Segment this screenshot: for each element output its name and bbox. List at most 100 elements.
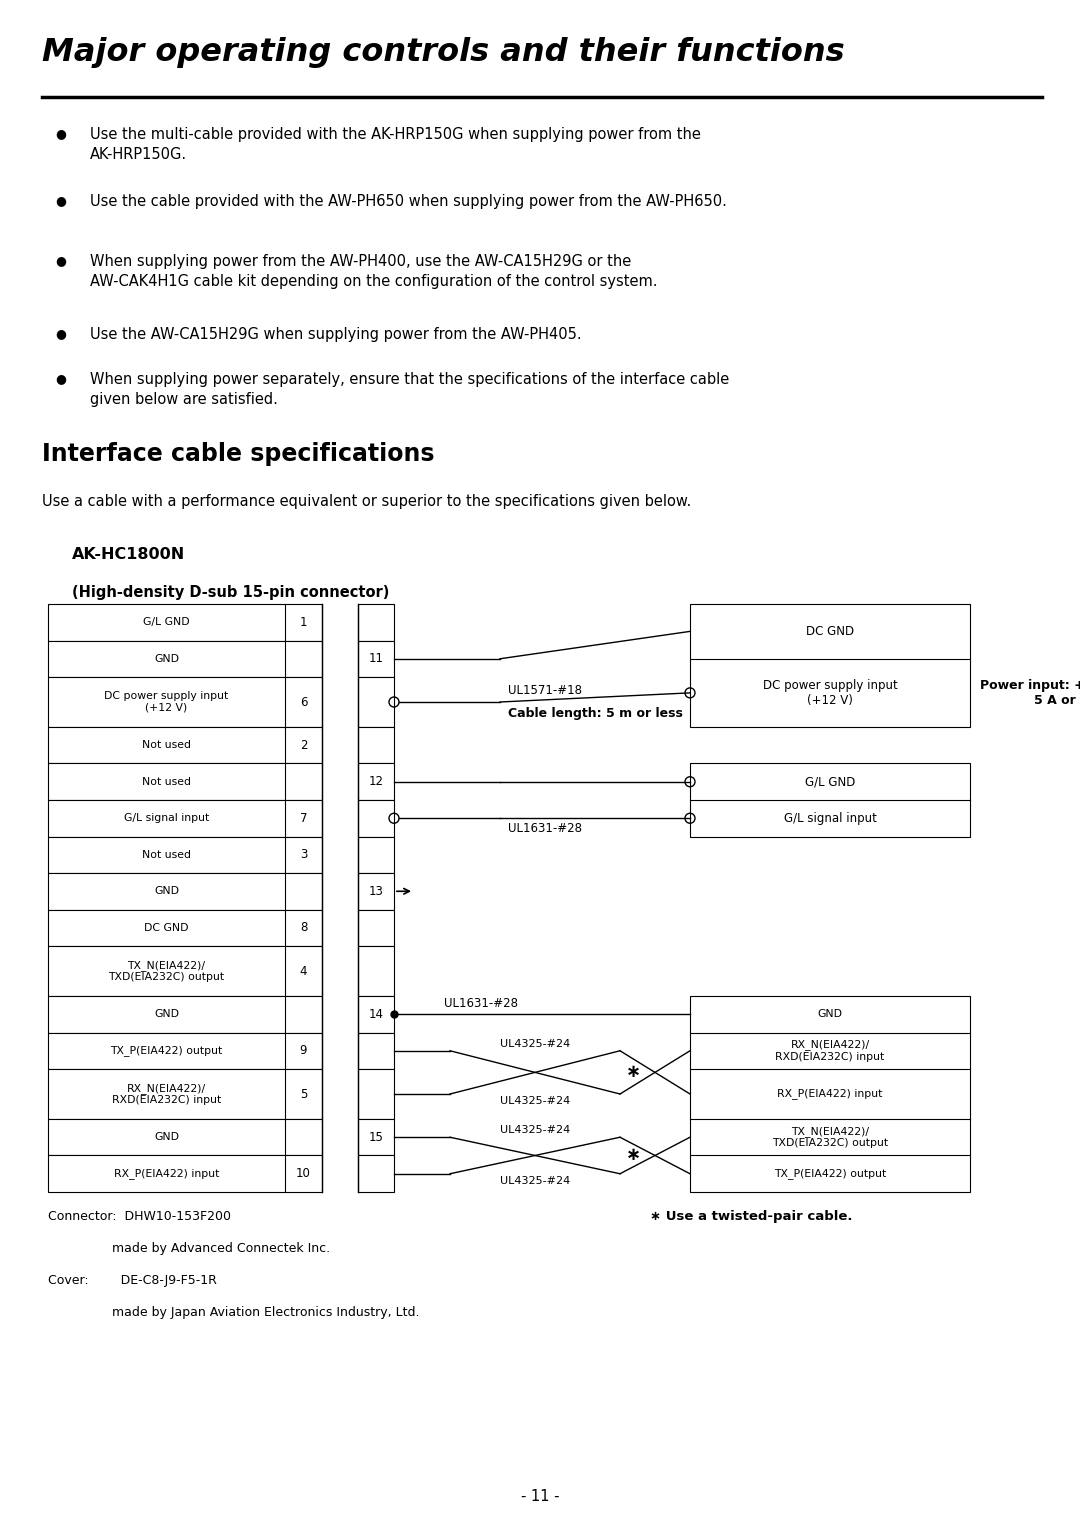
Text: G/L GND: G/L GND — [805, 775, 855, 789]
Text: UL4325-#24: UL4325-#24 — [500, 1039, 570, 1049]
Text: 12: 12 — [368, 775, 383, 789]
Bar — [690, 763, 970, 836]
Text: 14: 14 — [368, 1008, 383, 1020]
Bar — [357, 604, 394, 640]
Text: - 11 -: - 11 - — [521, 1489, 559, 1504]
Text: Interface cable specifications: Interface cable specifications — [42, 443, 434, 466]
Text: When supplying power separately, ensure that the specifications of the interface: When supplying power separately, ensure … — [90, 372, 729, 408]
Text: ●: ● — [55, 195, 66, 207]
Text: UL1631-#28: UL1631-#28 — [508, 823, 582, 835]
Bar — [690, 604, 970, 728]
Text: made by Advanced Connectek Inc.: made by Advanced Connectek Inc. — [48, 1242, 330, 1255]
Text: ●: ● — [55, 326, 66, 340]
Text: Use the multi-cable provided with the AK-HRP150G when supplying power from the
A: Use the multi-cable provided with the AK… — [90, 127, 701, 162]
Text: TX_P(EIA422) output: TX_P(EIA422) output — [110, 1045, 222, 1056]
Text: (High-density D-sub 15-pin connector): (High-density D-sub 15-pin connector) — [72, 585, 390, 601]
Text: 6: 6 — [300, 696, 307, 708]
Text: 4: 4 — [300, 965, 307, 977]
Text: Use a cable with a performance equivalent or superior to the specifications give: Use a cable with a performance equivalen… — [42, 493, 691, 509]
Text: 11: 11 — [368, 653, 383, 665]
Bar — [357, 728, 394, 763]
Text: UL1631-#28: UL1631-#28 — [444, 997, 518, 1010]
Bar — [357, 763, 394, 800]
Text: ●: ● — [55, 127, 66, 139]
Text: made by Japan Aviation Electronics Industry, Ltd.: made by Japan Aviation Electronics Indus… — [48, 1305, 419, 1319]
Text: GND: GND — [154, 654, 179, 663]
Text: 9: 9 — [300, 1045, 307, 1057]
Text: Cover:        DE-C8-J9-F5-1R: Cover: DE-C8-J9-F5-1R — [48, 1275, 217, 1287]
Text: DC GND: DC GND — [806, 625, 854, 637]
Bar — [357, 996, 394, 1033]
Bar — [48, 910, 322, 947]
Text: Not used: Not used — [141, 777, 191, 787]
Bar — [357, 1069, 394, 1118]
Bar — [48, 996, 322, 1033]
Text: TX_N(EIA422)/
TXD(EIA232C) output: TX_N(EIA422)/ TXD(EIA232C) output — [108, 959, 225, 982]
Text: Use the cable provided with the AW-PH650 when supplying power from the AW-PH650.: Use the cable provided with the AW-PH650… — [90, 195, 727, 208]
Text: Not used: Not used — [141, 850, 191, 859]
Text: RX_P(EIA422) input: RX_P(EIA422) input — [778, 1089, 882, 1100]
Text: TX_P(EIA422) output: TX_P(EIA422) output — [774, 1169, 886, 1180]
Text: RX_P(EIA422) input: RX_P(EIA422) input — [113, 1169, 219, 1180]
Bar — [357, 836, 394, 873]
Bar — [357, 800, 394, 836]
Text: 13: 13 — [368, 885, 383, 898]
Text: AK-HC1800N: AK-HC1800N — [72, 547, 186, 562]
Text: 2: 2 — [300, 738, 307, 752]
Bar — [690, 996, 970, 1192]
Bar — [357, 640, 394, 677]
Text: ∗: ∗ — [626, 1063, 642, 1082]
Text: DC power supply input
(+12 V): DC power supply input (+12 V) — [105, 691, 229, 712]
Text: UL1571-#18: UL1571-#18 — [508, 683, 582, 697]
Bar — [48, 836, 322, 873]
Bar — [48, 604, 322, 640]
Text: UL4325-#24: UL4325-#24 — [500, 1095, 570, 1106]
Text: Connector:  DHW10-153F200: Connector: DHW10-153F200 — [48, 1210, 231, 1223]
Text: Major operating controls and their functions: Major operating controls and their funct… — [42, 37, 845, 67]
Text: Not used: Not used — [141, 740, 191, 751]
Bar — [48, 873, 322, 910]
Text: Cable length: 5 m or less: Cable length: 5 m or less — [508, 706, 683, 720]
Bar — [48, 947, 322, 996]
Text: Use the AW-CA15H29G when supplying power from the AW-PH405.: Use the AW-CA15H29G when supplying power… — [90, 326, 582, 342]
Text: ∗: ∗ — [626, 1146, 642, 1164]
Bar — [357, 1155, 394, 1192]
Text: Power input: +12 V ±10 %,
5 A or more: Power input: +12 V ±10 %, 5 A or more — [980, 679, 1080, 706]
Text: 7: 7 — [300, 812, 307, 824]
Text: RX_N(EIA422)/
RXD(EIA232C) input: RX_N(EIA422)/ RXD(EIA232C) input — [775, 1040, 885, 1062]
Text: 3: 3 — [300, 849, 307, 861]
Text: GND: GND — [154, 887, 179, 896]
Text: ∗ Use a twisted-pair cable.: ∗ Use a twisted-pair cable. — [650, 1210, 852, 1223]
Bar — [48, 1118, 322, 1155]
Text: UL4325-#24: UL4325-#24 — [500, 1124, 570, 1135]
Bar — [357, 677, 394, 728]
Bar — [48, 728, 322, 763]
Text: When supplying power from the AW-PH400, use the AW-CA15H29G or the
AW-CAK4H1G ca: When supplying power from the AW-PH400, … — [90, 254, 658, 290]
Bar — [48, 763, 322, 800]
Bar — [48, 1069, 322, 1118]
Text: G/L signal input: G/L signal input — [124, 813, 210, 823]
Text: DC GND: DC GND — [145, 922, 189, 933]
Bar — [357, 947, 394, 996]
Text: ●: ● — [55, 254, 66, 267]
Text: DC power supply input
(+12 V): DC power supply input (+12 V) — [762, 679, 897, 706]
Bar — [357, 1033, 394, 1069]
Bar — [48, 640, 322, 677]
Text: G/L signal input: G/L signal input — [784, 812, 877, 824]
Text: RX_N(EIA422)/
RXD(EIA232C) input: RX_N(EIA422)/ RXD(EIA232C) input — [112, 1083, 221, 1105]
Text: TX_N(EIA422)/
TXD(EIA232C) output: TX_N(EIA422)/ TXD(EIA232C) output — [772, 1126, 888, 1149]
Text: 5: 5 — [300, 1088, 307, 1100]
Text: 10: 10 — [296, 1167, 311, 1180]
Text: 15: 15 — [368, 1131, 383, 1144]
Bar — [48, 1155, 322, 1192]
Text: GND: GND — [818, 1010, 842, 1019]
Bar — [357, 910, 394, 947]
Text: 8: 8 — [300, 921, 307, 935]
Text: GND: GND — [154, 1010, 179, 1019]
Bar — [357, 1118, 394, 1155]
Text: G/L GND: G/L GND — [144, 617, 190, 627]
Bar — [48, 800, 322, 836]
Text: GND: GND — [154, 1132, 179, 1143]
Text: UL4325-#24: UL4325-#24 — [500, 1175, 570, 1186]
Text: 1: 1 — [300, 616, 307, 628]
